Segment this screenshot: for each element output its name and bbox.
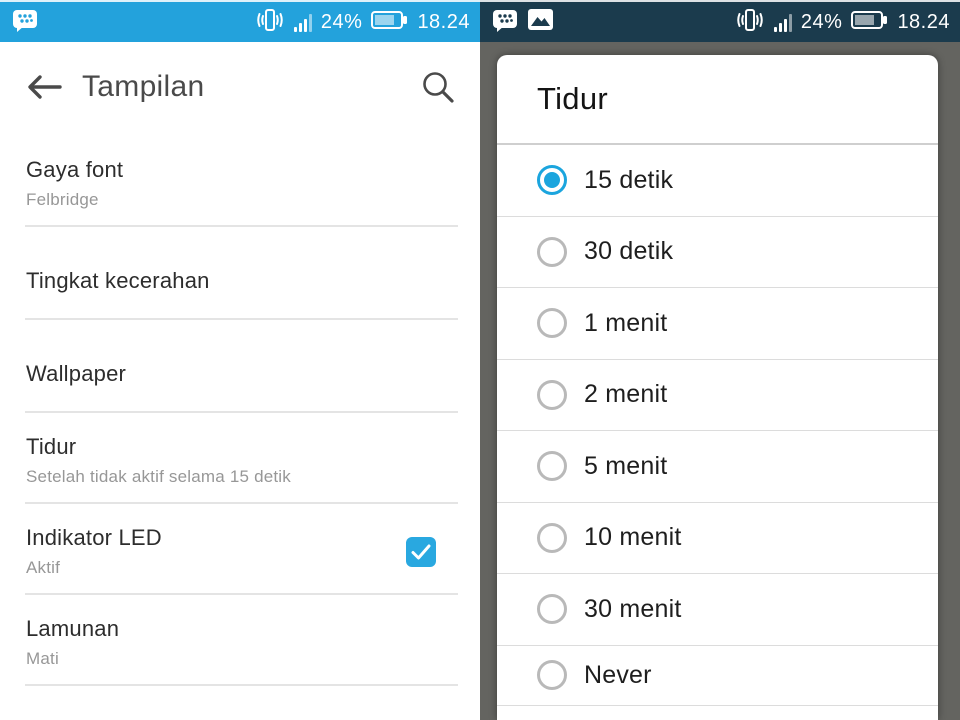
setting-title: Tidur	[26, 434, 77, 459]
bbm-chat-icon	[12, 7, 38, 38]
app-header: Tampilan	[0, 42, 480, 132]
clock-time: 18.24	[897, 10, 950, 33]
battery-icon	[851, 10, 888, 35]
setting-subtitle: Setelah tidak aktif selama 15 detik	[26, 467, 291, 486]
radio-icon	[537, 451, 567, 482]
sleep-option-label: 15 detik	[584, 165, 674, 194]
dialog-title-row: Tidur	[497, 55, 938, 145]
settings-item[interactable]: Tidur Setelah tidak aktif selama 15 deti…	[0, 413, 480, 502]
dialog-title: Tidur	[537, 81, 608, 116]
setting-title: Lamunan	[26, 616, 120, 641]
setting-subtitle: Aktif	[26, 558, 61, 577]
sleep-option[interactable]: Never	[497, 645, 938, 706]
sleep-option[interactable]: 10 menit	[497, 502, 938, 574]
radio-icon	[537, 165, 567, 196]
setting-subtitle: Felbridge	[26, 190, 99, 209]
radio-icon	[537, 308, 567, 339]
vibrate-icon	[735, 8, 765, 37]
sleep-option[interactable]: 5 menit	[497, 431, 938, 503]
setting-title: Gaya font	[26, 157, 124, 182]
sleep-option[interactable]: 30 menit	[497, 574, 938, 646]
sleep-option-label: Never	[584, 660, 652, 689]
setting-text: Tingkat kecerahan	[26, 268, 456, 294]
setting-text: Indikator LED Aktif	[26, 525, 406, 578]
divider	[25, 593, 458, 595]
sleep-option-label: 30 detik	[584, 237, 674, 266]
sleep-option-list: 15 detik 30 detik 1 menit 2 menit 5 meni…	[497, 145, 938, 706]
signal-strength-icon	[773, 12, 792, 32]
sleep-option[interactable]: 15 detik	[497, 145, 938, 217]
search-button[interactable]	[418, 67, 458, 107]
sleep-option-label: 2 menit	[584, 380, 668, 409]
status-bar: 24% 18.24	[480, 0, 960, 42]
radio-icon	[537, 236, 567, 267]
checkmark-icon	[411, 544, 431, 559]
setting-text: Lamunan Mati	[26, 616, 456, 669]
radio-icon	[537, 379, 567, 410]
sleep-option-label: 5 menit	[584, 451, 668, 480]
signal-strength-icon	[293, 12, 312, 32]
settings-item[interactable]: Gaya font Felbridge	[0, 136, 480, 225]
dialog-backdrop[interactable]: Tidur 15 detik 30 detik 1 menit 2 menit …	[480, 42, 960, 720]
sleep-option-label: 10 menit	[584, 523, 682, 552]
settings-item[interactable]: Indikator LED Aktif	[0, 504, 480, 593]
sleep-dialog: Tidur 15 detik 30 detik 1 menit 2 menit …	[497, 55, 938, 720]
battery-icon	[371, 10, 408, 35]
radio-icon	[537, 594, 567, 625]
settings-item[interactable]: Tingkat kecerahan	[0, 227, 480, 318]
sleep-option[interactable]: 2 menit	[497, 359, 938, 431]
setting-title: Indikator LED	[26, 525, 162, 550]
battery-percent: 24%	[800, 10, 843, 33]
setting-title: Tingkat kecerahan	[26, 268, 210, 293]
sleep-dialog-screen: 24% 18.24 Tidur 15 detik 30 de	[480, 0, 960, 720]
divider	[25, 502, 458, 504]
sleep-option[interactable]: 1 menit	[497, 288, 938, 360]
divider	[25, 411, 458, 413]
setting-text: Tidur Setelah tidak aktif selama 15 deti…	[26, 434, 456, 487]
gallery-icon	[527, 8, 554, 36]
sleep-option[interactable]: 30 detik	[497, 216, 938, 288]
search-icon	[423, 72, 454, 103]
setting-text: Gaya font Felbridge	[26, 157, 456, 210]
divider	[25, 318, 458, 320]
divider	[25, 684, 458, 686]
back-button[interactable]	[24, 69, 68, 105]
clock-time: 18.24	[417, 10, 470, 33]
radio-icon	[537, 660, 567, 690]
setting-title: Wallpaper	[26, 361, 127, 386]
battery-percent: 24%	[320, 10, 363, 33]
page-title: Tampilan	[82, 70, 205, 103]
sleep-option-label: 30 menit	[584, 594, 682, 623]
led-checkbox[interactable]	[406, 536, 436, 567]
bbm-chat-icon	[492, 7, 518, 38]
display-settings-list: Gaya font Felbridge Tingkat kecerahan Wa…	[0, 132, 480, 686]
radio-icon	[537, 522, 567, 553]
setting-text: Wallpaper	[26, 361, 456, 387]
settings-item[interactable]: Lamunan Mati	[0, 595, 480, 684]
display-settings-screen: 24% 18.24 Tampilan	[0, 0, 480, 686]
status-bar: 24% 18.24	[0, 0, 480, 42]
settings-item[interactable]: Wallpaper	[0, 320, 480, 411]
sleep-option-label: 1 menit	[584, 308, 668, 337]
vibrate-icon	[255, 8, 285, 37]
divider	[25, 225, 458, 227]
setting-subtitle: Mati	[26, 649, 59, 668]
